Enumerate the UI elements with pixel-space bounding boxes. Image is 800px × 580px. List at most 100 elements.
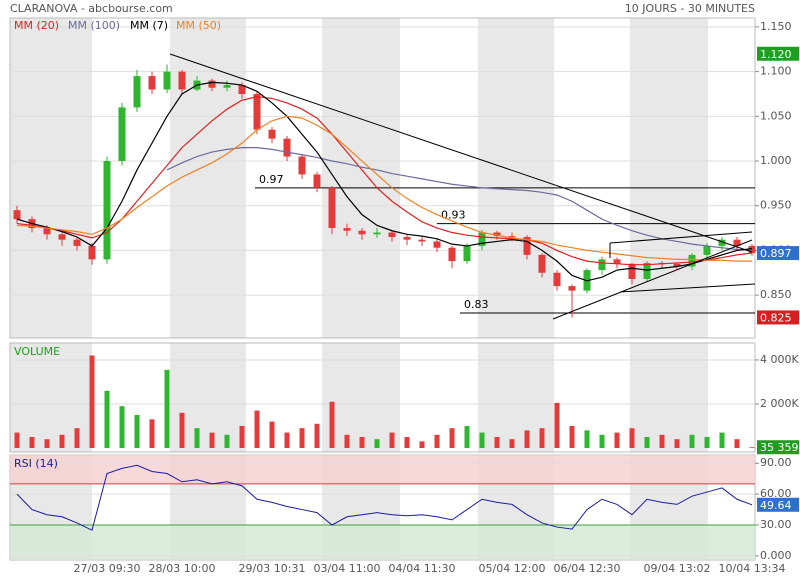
volume-bar bbox=[464, 425, 470, 448]
x-tick-label: 05/04 12:00 bbox=[479, 562, 546, 575]
candle-body bbox=[493, 232, 501, 237]
candle-body bbox=[253, 93, 261, 130]
candle-body bbox=[673, 263, 681, 267]
candle-body bbox=[508, 236, 516, 238]
legend-entry: MM (50) bbox=[176, 19, 221, 32]
volume-bar bbox=[644, 436, 650, 448]
y-tick-label: 1.000 bbox=[760, 154, 792, 167]
volume-bar bbox=[149, 419, 155, 448]
y-tick-label: 60.00 bbox=[760, 487, 792, 500]
candle-body bbox=[358, 230, 366, 235]
candle-body bbox=[238, 85, 246, 94]
volume-bar bbox=[629, 428, 635, 448]
y-tick-label: 2 000K bbox=[760, 397, 799, 410]
day-band bbox=[630, 343, 708, 452]
candle-body bbox=[88, 245, 96, 260]
day-band bbox=[630, 18, 708, 338]
badge-label: 1.120 bbox=[760, 48, 792, 61]
y-tick-label: 0.850 bbox=[760, 288, 792, 301]
trendline bbox=[609, 231, 753, 244]
volume-bar bbox=[614, 432, 620, 448]
volume-bar bbox=[359, 436, 365, 448]
candle-body bbox=[283, 138, 291, 157]
volume-bar bbox=[689, 434, 695, 448]
x-tick-label: 03/04 11:00 bbox=[314, 562, 381, 575]
day-band bbox=[10, 343, 92, 452]
y-tick-label: 1.150 bbox=[760, 20, 792, 33]
candle-body bbox=[268, 129, 276, 139]
x-tick-label: 27/03 09:30 bbox=[74, 562, 141, 575]
candle-body bbox=[718, 239, 726, 246]
plot: 0.8500.9000.9501.0001.0501.1001.1500.970… bbox=[10, 19, 799, 575]
rsi-line bbox=[16, 464, 753, 531]
volume-bar bbox=[14, 432, 20, 448]
volume-bar bbox=[704, 436, 710, 448]
candle-body bbox=[688, 254, 696, 267]
panel-title: VOLUME bbox=[14, 345, 60, 358]
y-tick-label: 0.000 bbox=[760, 549, 792, 562]
trendlines bbox=[169, 53, 756, 320]
candle-body bbox=[748, 245, 756, 254]
volume-bar bbox=[599, 434, 605, 448]
volume-bar bbox=[389, 432, 395, 448]
badge-label: 49.64 bbox=[760, 499, 792, 512]
badge-label: 35 359 bbox=[760, 441, 799, 454]
legend-entry: MM (20) bbox=[14, 19, 59, 32]
candle-body bbox=[538, 254, 546, 273]
volume-bar bbox=[269, 421, 275, 448]
price-badge bbox=[757, 497, 799, 512]
volume-bar bbox=[164, 369, 170, 448]
candle-body bbox=[418, 239, 426, 242]
candle-body bbox=[43, 228, 51, 235]
level-label: 0.97 bbox=[259, 173, 284, 186]
level-label: 0.93 bbox=[441, 209, 466, 222]
level-label: 0.83 bbox=[464, 298, 489, 311]
candle-body bbox=[328, 187, 336, 229]
candle-body bbox=[433, 241, 441, 248]
badge-label: 0.897 bbox=[760, 247, 792, 260]
volume-bar bbox=[404, 436, 410, 448]
trendline bbox=[552, 239, 753, 320]
volume-bar bbox=[434, 434, 440, 448]
panel-frame bbox=[9, 17, 756, 339]
chart-title: CLARANOVA - abcbourse.com bbox=[10, 2, 173, 15]
ma-line bbox=[16, 96, 753, 266]
y-tick-label: 1.100 bbox=[760, 65, 792, 78]
volume-bar bbox=[554, 402, 560, 448]
candle-body bbox=[523, 236, 531, 255]
y-tick-label: 90.00 bbox=[760, 456, 792, 469]
volume-bar bbox=[314, 423, 320, 448]
candle-body bbox=[553, 272, 561, 287]
day-band bbox=[478, 18, 554, 338]
rsi-zone bbox=[10, 455, 755, 484]
candle-body bbox=[163, 71, 171, 90]
volume-bar bbox=[344, 434, 350, 448]
panel-frame bbox=[9, 342, 756, 453]
volume-bar bbox=[254, 410, 260, 448]
volume-bar bbox=[674, 439, 680, 448]
volume-bar bbox=[524, 430, 530, 448]
candle-body bbox=[628, 263, 636, 280]
volume-bar bbox=[104, 390, 110, 448]
candle-body bbox=[208, 80, 216, 88]
volume-bar bbox=[659, 434, 665, 448]
ma-line bbox=[166, 147, 753, 252]
volume-bar bbox=[89, 355, 95, 448]
volume-bar bbox=[209, 432, 215, 448]
y-tick-label: 1.050 bbox=[760, 109, 792, 122]
day-band bbox=[10, 18, 92, 338]
candle-body bbox=[703, 245, 711, 255]
volume-bar bbox=[134, 414, 140, 448]
candle-body bbox=[463, 245, 471, 262]
y-tick-label: 4 000K bbox=[760, 353, 799, 366]
price-badge bbox=[757, 246, 799, 261]
candle-body bbox=[298, 156, 306, 175]
volume-bar bbox=[569, 425, 575, 448]
legend-entry: MM (100) bbox=[68, 19, 120, 32]
x-tick-label: 06/04 12:30 bbox=[554, 562, 621, 575]
badge-label: 0.825 bbox=[760, 311, 792, 324]
candle-body bbox=[223, 85, 231, 88]
candle-body bbox=[643, 262, 651, 280]
volume-bar bbox=[119, 406, 125, 448]
